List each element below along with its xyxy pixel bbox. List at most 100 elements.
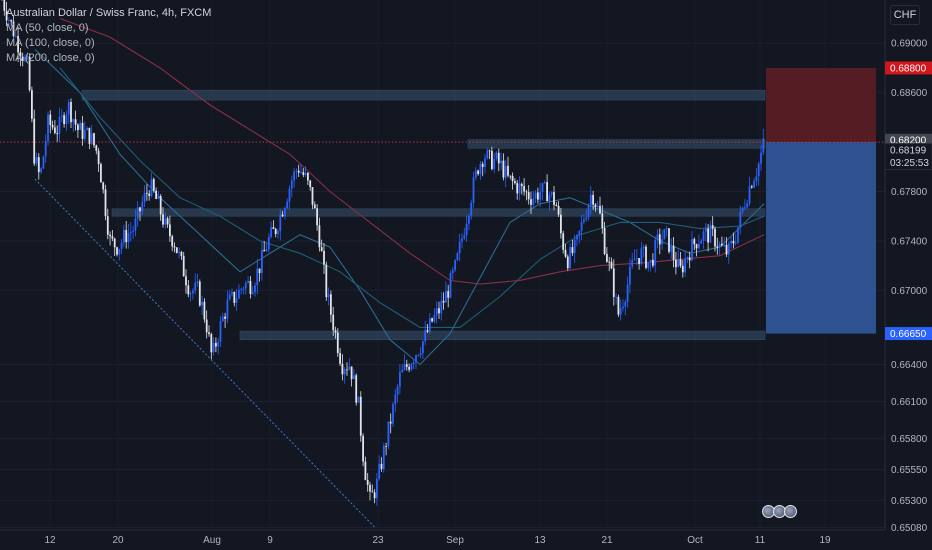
candle-body bbox=[704, 228, 707, 232]
candle-body bbox=[198, 281, 201, 306]
candle-body bbox=[709, 225, 712, 243]
ma-50-label[interactable]: MA (50, close, 0) bbox=[6, 22, 89, 34]
candle bbox=[408, 363, 410, 373]
candle-body bbox=[730, 240, 732, 244]
candle bbox=[585, 208, 588, 222]
y-tick-label: 0.66400 bbox=[891, 360, 928, 371]
candle bbox=[219, 315, 222, 347]
candle-body bbox=[309, 180, 312, 188]
candle-body bbox=[173, 246, 176, 248]
candle-body bbox=[231, 291, 233, 295]
candle bbox=[629, 258, 631, 294]
candle bbox=[431, 317, 433, 323]
candle bbox=[679, 251, 682, 268]
candle bbox=[461, 233, 463, 249]
candle bbox=[371, 484, 374, 493]
candle-body bbox=[81, 123, 84, 139]
candle-body bbox=[392, 404, 394, 424]
candle-body bbox=[750, 186, 753, 188]
candle-body bbox=[47, 114, 49, 142]
avatar[interactable] bbox=[784, 505, 797, 518]
candle-body bbox=[520, 183, 523, 187]
candle-body bbox=[19, 52, 22, 57]
candle-body bbox=[493, 159, 496, 170]
candle bbox=[251, 286, 254, 296]
ma-line-1 bbox=[34, 49, 765, 366]
candle bbox=[571, 239, 574, 256]
candle-body bbox=[56, 133, 59, 134]
candle-body bbox=[415, 355, 417, 363]
candle-body bbox=[525, 191, 528, 193]
candle bbox=[553, 186, 555, 211]
candle bbox=[26, 52, 29, 60]
candle bbox=[60, 109, 63, 123]
time-axis bbox=[0, 530, 885, 550]
candle bbox=[79, 120, 82, 131]
candle-body bbox=[737, 227, 739, 243]
candle bbox=[320, 239, 323, 252]
candle-body bbox=[539, 192, 542, 200]
candle bbox=[481, 161, 484, 177]
candle bbox=[389, 413, 392, 434]
candle-body bbox=[327, 294, 330, 298]
candle bbox=[447, 284, 450, 308]
candle-body bbox=[297, 170, 300, 173]
candle bbox=[24, 54, 26, 63]
candle-body bbox=[336, 332, 339, 354]
candle bbox=[543, 180, 546, 185]
candle-body bbox=[123, 229, 125, 243]
candle bbox=[663, 228, 666, 240]
candle-body bbox=[721, 243, 723, 246]
candle bbox=[304, 166, 307, 178]
symbol-title: Australian Dollar / Swiss Franc, 4h, FXC… bbox=[6, 7, 212, 19]
candle bbox=[555, 202, 558, 207]
candle bbox=[49, 110, 52, 134]
candle bbox=[546, 174, 548, 202]
candle-body bbox=[125, 229, 128, 243]
target-price-label: 0.66650 bbox=[890, 329, 927, 340]
candle-body bbox=[442, 300, 445, 303]
candle-body bbox=[668, 228, 670, 252]
candle bbox=[583, 214, 585, 225]
ma-100-label[interactable]: MA (100, close, 0) bbox=[6, 37, 95, 49]
candle-body bbox=[734, 242, 737, 244]
avatar-group[interactable] bbox=[762, 505, 797, 518]
currency-button[interactable]: CHF bbox=[890, 5, 920, 25]
candle-body bbox=[31, 90, 33, 119]
candle bbox=[523, 178, 525, 196]
candle bbox=[760, 145, 762, 171]
candle-body bbox=[592, 194, 594, 205]
candle bbox=[410, 362, 413, 372]
candle bbox=[442, 292, 445, 310]
candle-body bbox=[615, 296, 617, 298]
candle-body bbox=[37, 157, 40, 173]
candle bbox=[44, 134, 47, 163]
candle-body bbox=[35, 157, 38, 164]
candle-body bbox=[77, 124, 79, 131]
candle bbox=[129, 222, 132, 242]
candle-body bbox=[100, 164, 102, 183]
candle bbox=[373, 489, 376, 504]
candle-body bbox=[302, 172, 305, 176]
candle-body bbox=[463, 235, 466, 239]
ma-200-label[interactable]: MA (200, close, 0) bbox=[6, 52, 95, 64]
candle bbox=[587, 203, 590, 221]
candle bbox=[293, 167, 295, 188]
candle-body bbox=[693, 239, 696, 245]
candle-body bbox=[8, 20, 10, 21]
candle-body bbox=[251, 292, 254, 295]
candle-body bbox=[143, 192, 146, 203]
candle-body bbox=[606, 253, 608, 262]
candle bbox=[274, 227, 277, 238]
candle-body bbox=[698, 243, 700, 249]
candle-body bbox=[438, 308, 440, 314]
candle bbox=[116, 246, 118, 257]
candle-body bbox=[486, 150, 489, 159]
candle-body bbox=[652, 259, 654, 266]
candle-body bbox=[318, 225, 321, 248]
candle bbox=[599, 196, 601, 215]
candle bbox=[355, 373, 358, 406]
candle-body bbox=[152, 179, 155, 191]
